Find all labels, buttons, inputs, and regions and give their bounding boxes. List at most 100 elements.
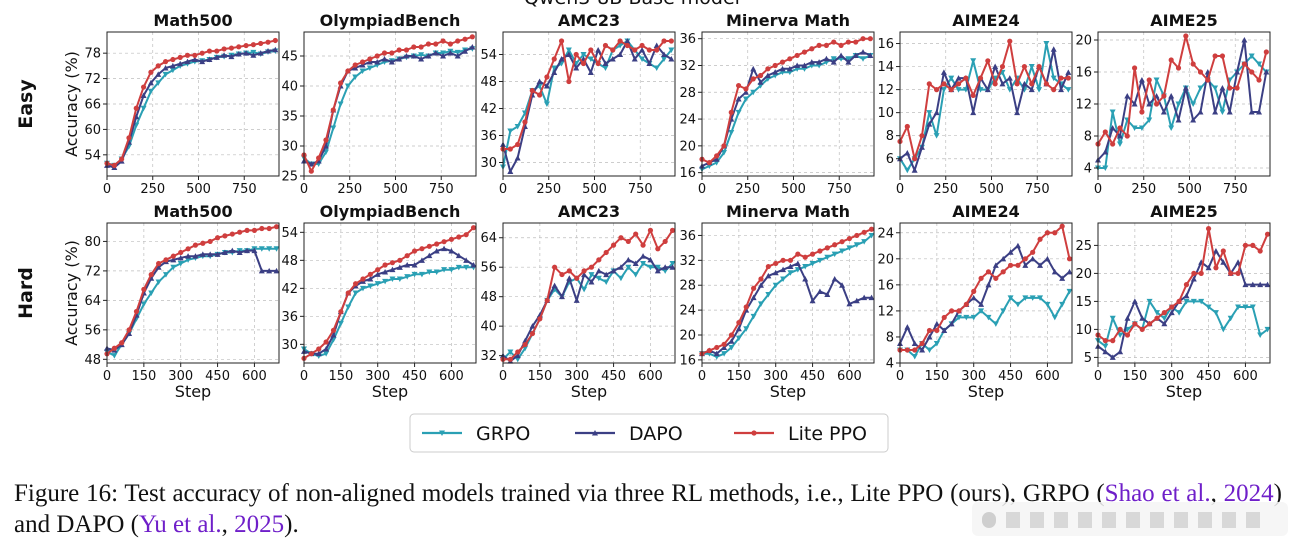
- data-point-grpo: [323, 351, 330, 357]
- data-point-dapo: [1190, 276, 1197, 282]
- y-tick-label: 36: [679, 229, 696, 244]
- citation-yu-year-link[interactable]: 2025: [234, 511, 285, 538]
- data-point-grpo: [514, 124, 521, 130]
- y-tick-label: 25: [281, 170, 298, 185]
- data-point-lite-ppo: [177, 54, 183, 61]
- legend-label: GRPO: [476, 423, 530, 445]
- data-point-dapo: [860, 49, 867, 55]
- y-tick-label: 54: [281, 226, 298, 241]
- data-point-grpo: [1220, 326, 1227, 333]
- data-point-dapo: [1257, 281, 1264, 288]
- y-tick-label: 56: [480, 261, 497, 276]
- data-point-lite-ppo: [1191, 270, 1197, 276]
- y-tick-label: 72: [84, 264, 101, 279]
- data-point-lite-ppo: [1197, 69, 1204, 75]
- data-point-grpo: [1066, 288, 1073, 295]
- series-line-lite-ppo: [900, 225, 1071, 351]
- data-point-grpo: [185, 257, 192, 263]
- data-point-dapo: [852, 52, 859, 58]
- data-point-lite-ppo: [265, 39, 271, 45]
- series-line-dapo: [106, 48, 276, 169]
- data-point-lite-ppo: [1102, 129, 1108, 135]
- y-tick-label: 8: [886, 129, 894, 144]
- data-point-grpo: [970, 58, 977, 64]
- x-tick-label: 500: [979, 182, 1004, 197]
- data-point-lite-ppo: [1227, 85, 1233, 91]
- data-point-lite-ppo: [323, 339, 329, 345]
- y-tick-label: 12: [1075, 98, 1092, 113]
- data-point-lite-ppo: [580, 60, 587, 67]
- data-point-lite-ppo: [199, 50, 205, 56]
- data-point-grpo: [750, 89, 757, 96]
- data-point-lite-ppo: [801, 49, 808, 55]
- data-point-grpo: [845, 56, 852, 62]
- data-point-grpo: [140, 301, 147, 308]
- data-point-lite-ppo: [455, 38, 461, 44]
- data-point-lite-ppo: [323, 137, 329, 143]
- y-tick-label: 54: [84, 148, 101, 163]
- data-point-dapo: [140, 92, 147, 99]
- data-point-grpo: [551, 65, 558, 71]
- data-point-lite-ppo: [839, 239, 845, 245]
- data-point-lite-ppo: [861, 229, 867, 235]
- data-point-grpo: [1109, 109, 1116, 115]
- data-point-grpo: [1153, 77, 1160, 83]
- citation-yu-link[interactable]: Yu et al.: [139, 511, 222, 538]
- data-point-dapo: [713, 156, 720, 162]
- series-line-grpo: [900, 290, 1071, 358]
- data-point-grpo: [1116, 141, 1123, 147]
- data-point-dapo: [809, 297, 816, 304]
- data-point-dapo: [1037, 262, 1044, 268]
- data-point-dapo: [170, 256, 177, 263]
- data-point-grpo: [1219, 109, 1226, 115]
- data-point-dapo: [432, 50, 439, 56]
- data-point-lite-ppo: [832, 242, 838, 248]
- data-point-lite-ppo: [647, 227, 654, 233]
- data-point-dapo: [388, 59, 395, 65]
- data-point-lite-ppo: [229, 231, 235, 237]
- data-point-dapo: [455, 252, 462, 259]
- data-point-lite-ppo: [949, 308, 955, 314]
- data-point-dapo: [1051, 268, 1058, 275]
- chart-panel: 0 150 300 450 600 30 36 42 48 54 OlympiadBench Step: [281, 202, 477, 401]
- data-point-lite-ppo: [456, 234, 462, 240]
- data-point-lite-ppo: [529, 87, 535, 94]
- data-point-grpo: [439, 430, 445, 436]
- data-point-grpo: [970, 314, 977, 321]
- data-point-lite-ppo: [646, 47, 652, 53]
- data-point-lite-ppo: [904, 347, 910, 353]
- data-point-grpo: [170, 264, 177, 271]
- data-point-lite-ppo: [765, 263, 771, 270]
- data-point-lite-ppo: [978, 275, 984, 281]
- data-point-dapo: [514, 352, 521, 359]
- data-point-grpo: [441, 267, 448, 273]
- data-point-lite-ppo: [1007, 38, 1013, 44]
- data-point-dapo: [410, 53, 417, 59]
- data-point-lite-ppo: [462, 36, 468, 42]
- data-point-grpo: [1036, 87, 1043, 93]
- data-point-grpo: [765, 292, 772, 298]
- data-point-lite-ppo: [259, 225, 265, 232]
- data-point-lite-ppo: [1139, 109, 1145, 115]
- data-point-lite-ppo: [214, 48, 220, 54]
- data-point-dapo: [1116, 133, 1123, 139]
- data-point-dapo: [382, 269, 389, 275]
- plot-frame: [1097, 222, 1271, 364]
- data-point-grpo: [507, 128, 514, 134]
- data-point-dapo: [868, 294, 875, 301]
- data-point-dapo: [838, 52, 845, 58]
- data-point-lite-ppo: [610, 242, 617, 248]
- data-point-lite-ppo: [251, 227, 258, 233]
- data-point-dapo: [787, 263, 794, 270]
- data-point-lite-ppo: [228, 45, 235, 51]
- data-point-grpo: [1264, 326, 1271, 333]
- data-point-dapo: [772, 269, 779, 276]
- x-tick-label: 450: [205, 369, 230, 384]
- data-point-lite-ppo: [1212, 53, 1218, 59]
- data-point-dapo: [823, 55, 830, 62]
- x-tick-label: 0: [103, 182, 111, 197]
- data-point-lite-ppo: [192, 52, 198, 58]
- data-point-dapo: [573, 297, 580, 303]
- data-point-dapo: [824, 291, 831, 298]
